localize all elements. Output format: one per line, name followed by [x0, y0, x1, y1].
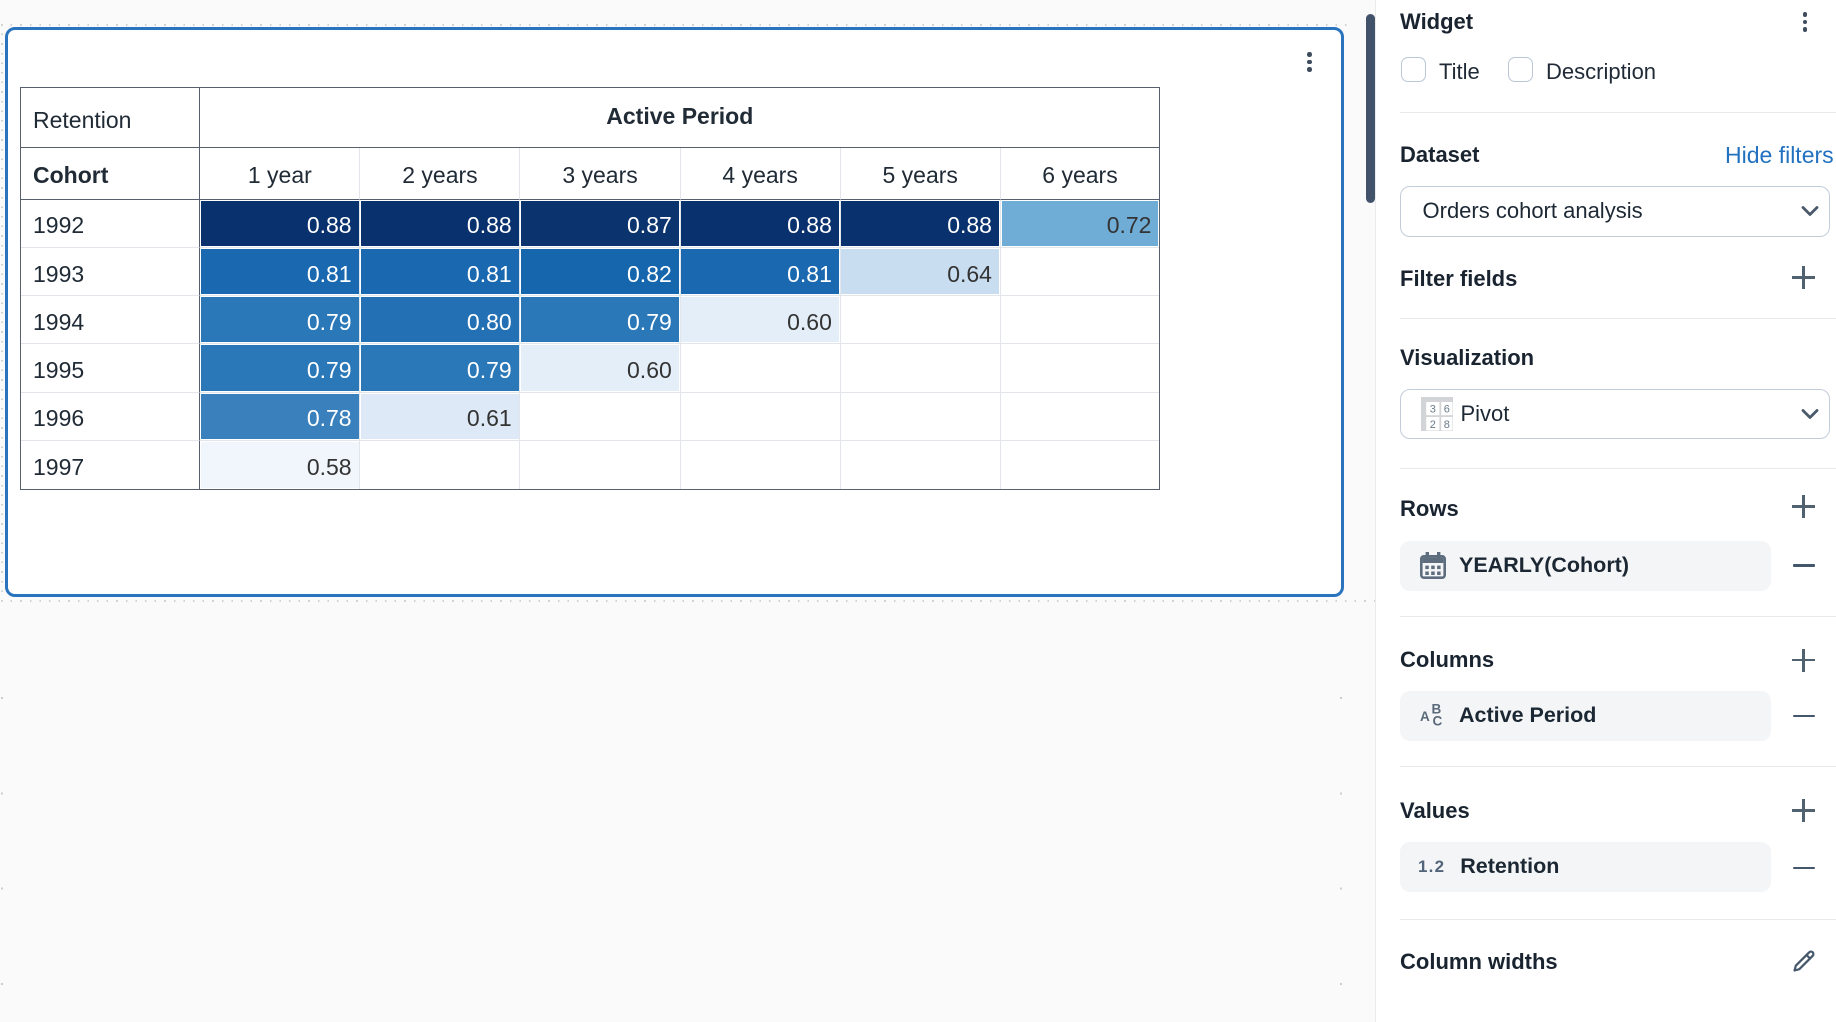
svg-text:C: C	[1433, 713, 1443, 728]
svg-text:2: 2	[1429, 419, 1435, 431]
svg-text:6: 6	[1443, 403, 1449, 415]
svg-text:8: 8	[1443, 419, 1449, 431]
svg-text:3: 3	[1429, 403, 1435, 415]
svg-text:B: B	[1432, 702, 1442, 717]
svg-text:A: A	[1420, 709, 1430, 724]
